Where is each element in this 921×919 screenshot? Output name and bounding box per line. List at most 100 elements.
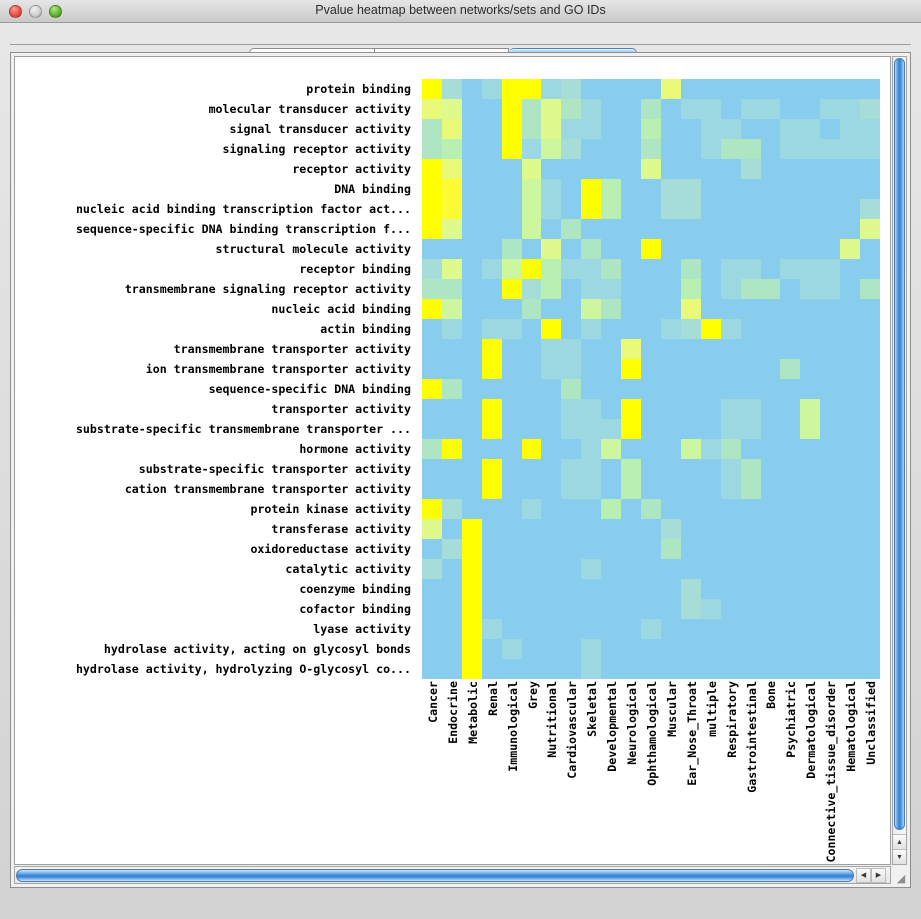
heatmap-cell[interactable] xyxy=(800,139,821,159)
heatmap-cell[interactable] xyxy=(441,659,462,679)
heatmap-cell[interactable] xyxy=(521,279,542,299)
heatmap-cell[interactable] xyxy=(700,439,721,459)
heatmap-cell[interactable] xyxy=(780,379,801,399)
heatmap-cell[interactable] xyxy=(760,539,781,559)
heatmap-cell[interactable] xyxy=(800,559,821,579)
heatmap-cell[interactable] xyxy=(441,199,462,219)
minimize-button-icon[interactable] xyxy=(29,5,42,18)
heatmap-cell[interactable] xyxy=(422,159,442,179)
heatmap-cell[interactable] xyxy=(660,399,681,419)
heatmap-cell[interactable] xyxy=(521,199,542,219)
heatmap-cell[interactable] xyxy=(820,359,841,379)
heatmap-cell[interactable] xyxy=(561,219,582,239)
heatmap-cell[interactable] xyxy=(501,419,522,439)
heatmap-cell[interactable] xyxy=(800,479,821,499)
heatmap-cell[interactable] xyxy=(541,559,562,579)
heatmap-cell[interactable] xyxy=(481,279,502,299)
heatmap-cell[interactable] xyxy=(720,179,741,199)
heatmap-cell[interactable] xyxy=(660,99,681,119)
heatmap-cell[interactable] xyxy=(441,99,462,119)
heatmap-cell[interactable] xyxy=(601,359,622,379)
heatmap-cell[interactable] xyxy=(700,419,721,439)
heatmap-cell[interactable] xyxy=(481,639,502,659)
heatmap-cell[interactable] xyxy=(521,239,542,259)
heatmap-cell[interactable] xyxy=(441,579,462,599)
heatmap-cell[interactable] xyxy=(700,579,721,599)
heatmap-cell[interactable] xyxy=(501,319,522,339)
heatmap-cell[interactable] xyxy=(760,359,781,379)
heatmap-cell[interactable] xyxy=(840,399,861,419)
heatmap-cell[interactable] xyxy=(760,399,781,419)
heatmap-cell[interactable] xyxy=(561,599,582,619)
heatmap-cell[interactable] xyxy=(820,279,841,299)
heatmap-cell[interactable] xyxy=(422,379,442,399)
heatmap-cell[interactable] xyxy=(461,119,482,139)
heatmap-cell[interactable] xyxy=(641,259,661,279)
heatmap-cell[interactable] xyxy=(840,239,861,259)
heatmap-cell[interactable] xyxy=(481,459,502,479)
heatmap-cell[interactable] xyxy=(720,339,741,359)
heatmap-cell[interactable] xyxy=(720,139,741,159)
heatmap-cell[interactable] xyxy=(422,199,442,219)
heatmap-cell[interactable] xyxy=(541,639,562,659)
heatmap-cell[interactable] xyxy=(461,519,482,539)
heatmap-cell[interactable] xyxy=(700,159,721,179)
heatmap-cell[interactable] xyxy=(800,179,821,199)
heatmap-cell[interactable] xyxy=(481,199,502,219)
heatmap-cell[interactable] xyxy=(800,599,821,619)
heatmap-cell[interactable] xyxy=(422,479,442,499)
heatmap-cell[interactable] xyxy=(461,199,482,219)
heatmap-cell[interactable] xyxy=(501,139,522,159)
heatmap-cell[interactable] xyxy=(601,299,622,319)
heatmap-cell[interactable] xyxy=(422,539,442,559)
heatmap-cell[interactable] xyxy=(760,659,781,679)
heatmap-cell[interactable] xyxy=(541,119,562,139)
heatmap-cell[interactable] xyxy=(860,139,880,159)
heatmap-cell[interactable] xyxy=(660,539,681,559)
heatmap-cell[interactable] xyxy=(521,339,542,359)
heatmap-cell[interactable] xyxy=(780,219,801,239)
heatmap-cell[interactable] xyxy=(860,539,880,559)
heatmap-cell[interactable] xyxy=(601,239,622,259)
heatmap-cell[interactable] xyxy=(481,299,502,319)
heatmap-cell[interactable] xyxy=(840,299,861,319)
heatmap-cell[interactable] xyxy=(760,339,781,359)
heatmap-cell[interactable] xyxy=(720,619,741,639)
heatmap-cell[interactable] xyxy=(561,619,582,639)
heatmap-cell[interactable] xyxy=(441,319,462,339)
heatmap-cell[interactable] xyxy=(461,619,482,639)
heatmap-cell[interactable] xyxy=(501,339,522,359)
heatmap-cell[interactable] xyxy=(621,479,642,499)
heatmap-cell[interactable] xyxy=(760,559,781,579)
heatmap-cell[interactable] xyxy=(740,239,761,259)
heatmap-cell[interactable] xyxy=(700,459,721,479)
heatmap-cell[interactable] xyxy=(422,299,442,319)
heatmap-cell[interactable] xyxy=(780,199,801,219)
heatmap-cell[interactable] xyxy=(680,339,701,359)
heatmap-cell[interactable] xyxy=(740,159,761,179)
heatmap-cell[interactable] xyxy=(581,339,602,359)
heatmap-cell[interactable] xyxy=(541,379,562,399)
heatmap-cell[interactable] xyxy=(820,339,841,359)
heatmap-cell[interactable] xyxy=(581,79,602,99)
heatmap-cell[interactable] xyxy=(641,319,661,339)
heatmap-cell[interactable] xyxy=(461,539,482,559)
heatmap-cell[interactable] xyxy=(840,639,861,659)
heatmap-cell[interactable] xyxy=(481,579,502,599)
heatmap-cell[interactable] xyxy=(800,239,821,259)
heatmap-cell[interactable] xyxy=(541,359,562,379)
heatmap-cell[interactable] xyxy=(680,599,701,619)
heatmap-cell[interactable] xyxy=(860,499,880,519)
heatmap-cell[interactable] xyxy=(680,79,701,99)
heatmap-cell[interactable] xyxy=(422,139,442,159)
heatmap-cell[interactable] xyxy=(660,79,681,99)
heatmap-cell[interactable] xyxy=(601,119,622,139)
heatmap-cell[interactable] xyxy=(680,459,701,479)
heatmap-cell[interactable] xyxy=(760,379,781,399)
heatmap-cell[interactable] xyxy=(501,399,522,419)
heatmap-cell[interactable] xyxy=(601,419,622,439)
heatmap-cell[interactable] xyxy=(641,559,661,579)
heatmap-cell[interactable] xyxy=(521,539,542,559)
heatmap-cell[interactable] xyxy=(481,139,502,159)
heatmap-cell[interactable] xyxy=(601,439,622,459)
